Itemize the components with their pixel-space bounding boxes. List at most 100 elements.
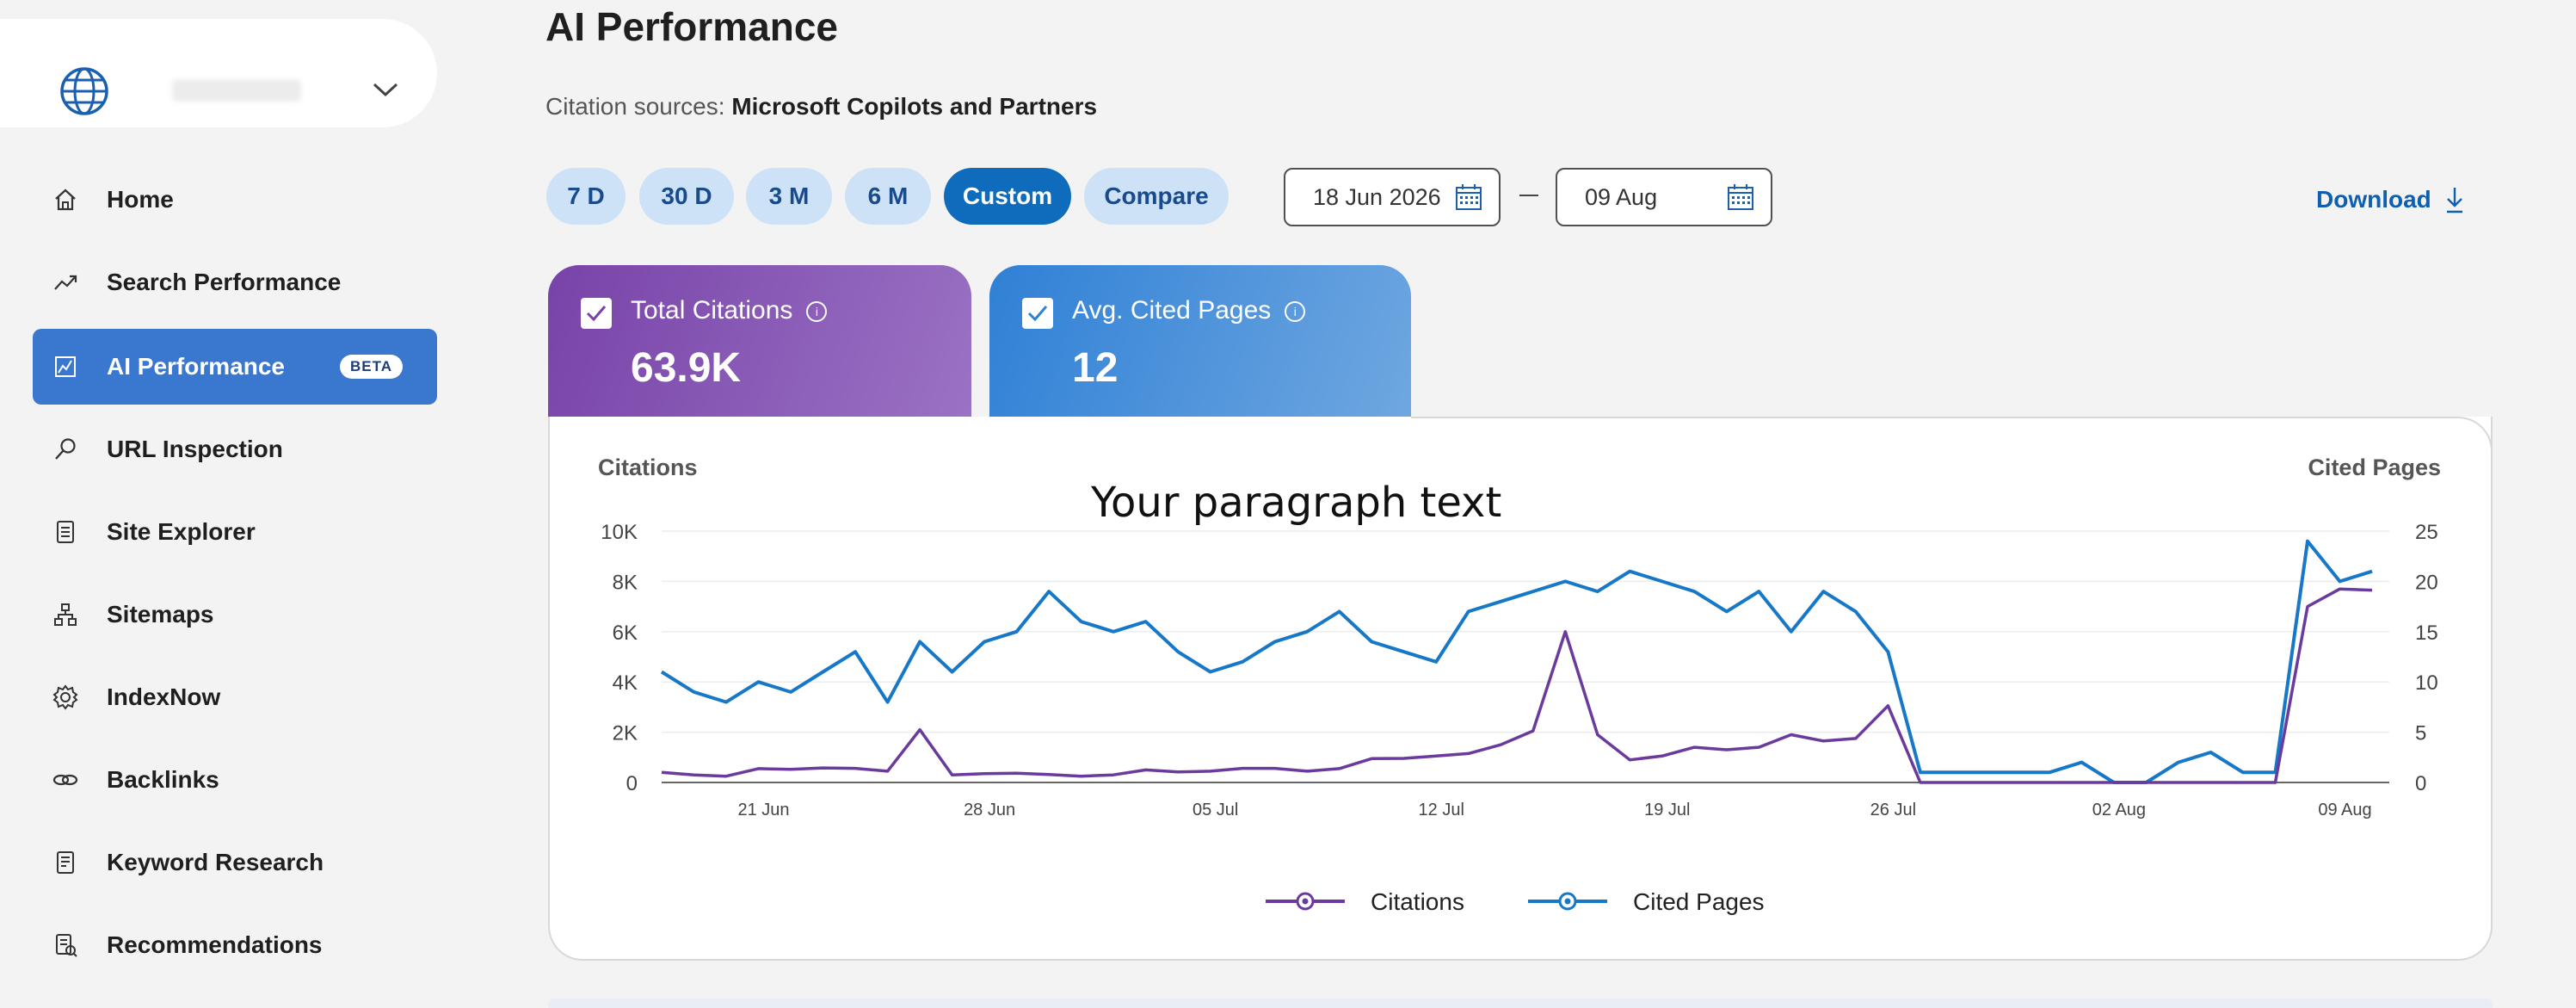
cited-pages-series-line — [660, 539, 2373, 784]
sidebar-item-indexnow[interactable]: IndexNow — [33, 659, 437, 735]
sidebar-item-label: Recommendations — [107, 931, 323, 958]
left-tick-label: 10K — [601, 521, 638, 544]
x-tick-label: 09 Aug — [2318, 801, 2371, 819]
end-date-value: 09 Aug — [1585, 183, 1658, 210]
range-3m-button[interactable]: 3 M — [746, 168, 832, 225]
right-axis-title: Cited Pages — [2308, 455, 2441, 480]
range-custom-button[interactable]: Custom — [944, 168, 1071, 225]
sidebar-item-label: Backlinks — [107, 766, 219, 793]
total-citations-card[interactable]: Total Citations i 63.9K — [548, 265, 971, 417]
checkmark-icon — [586, 306, 607, 322]
search-icon — [52, 436, 79, 463]
sidebar-item-label: Site Explorer — [107, 518, 256, 545]
sidebar-item-ai-performance[interactable]: AI Performance BETA — [33, 329, 437, 405]
total-citations-checkbox[interactable] — [581, 298, 612, 329]
overlay-paragraph-text: Your paragraph text — [1091, 479, 1502, 527]
end-date-field[interactable]: 09 Aug — [1556, 168, 1772, 226]
gear-icon — [52, 683, 79, 711]
range-7d-button[interactable]: 7 D — [546, 168, 626, 225]
range-6m-button[interactable]: 6 M — [845, 168, 931, 225]
avg-cited-pages-checkbox[interactable] — [1022, 298, 1053, 329]
checkmark-icon — [1027, 306, 1048, 322]
citations-legend-dot — [1302, 898, 1309, 905]
sidebar-item-label: Keyword Research — [107, 849, 324, 875]
total-citations-label: Total Citations i — [631, 296, 828, 325]
right-tick-label: 10 — [2415, 671, 2438, 695]
x-tick-label: 21 Jun — [737, 801, 789, 819]
sidebar-item-site-explorer[interactable]: Site Explorer — [33, 494, 437, 570]
sidebar-item-label: Sitemaps — [107, 601, 214, 628]
x-tick-label: 28 Jun — [964, 801, 1015, 819]
download-label: Download — [2316, 186, 2431, 213]
metric-label: Total Citations — [631, 296, 793, 325]
left-axis-title: Citations — [598, 455, 698, 480]
sidebar-item-label: AI Performance — [107, 353, 285, 380]
sitemap-icon — [52, 601, 79, 628]
cited-pages-legend-label: Cited Pages — [1633, 888, 1765, 915]
site-picker[interactable] — [0, 19, 437, 127]
left-tick-label: 4K — [613, 671, 638, 695]
sidebar-item-sitemaps[interactable]: Sitemaps — [33, 577, 437, 652]
left-tick-label: 0 — [626, 772, 638, 795]
download-icon — [2446, 188, 2462, 213]
sidebar-item-recommendations[interactable]: Recommendations — [33, 907, 437, 983]
date-separator — [1519, 195, 1538, 196]
download-button[interactable]: Download — [2316, 185, 2466, 214]
sidebar-item-backlinks[interactable]: Backlinks — [33, 742, 437, 818]
citation-sources-value: Microsoft Copilots and Partners — [731, 93, 1098, 120]
right-tick-label: 5 — [2415, 722, 2426, 745]
performance-chart: Citations Cited Pages 10K 25 8K 20 6K 15 4K 10 2K 5… — [598, 455, 2441, 915]
next-section-edge — [548, 999, 2493, 1008]
total-citations-value: 63.9K — [631, 345, 742, 391]
globe-icon — [60, 67, 108, 115]
citations-series-line — [661, 587, 2373, 784]
citations-legend-label: Citations — [1371, 888, 1464, 915]
chart-panel — [548, 417, 2493, 961]
home-icon — [52, 186, 79, 213]
x-tick-label: 12 Jul — [1419, 801, 1464, 819]
metric-label: Avg. Cited Pages — [1072, 296, 1272, 325]
sidebar-item-label: IndexNow — [107, 683, 221, 710]
ai-chart-icon — [52, 353, 79, 380]
sidebar-item-search-performance[interactable]: Search Performance — [33, 244, 437, 320]
avg-cited-pages-value: 12 — [1072, 345, 1119, 391]
sidebar-item-label: Home — [107, 186, 174, 213]
start-date-field[interactable]: 18 Jun 2026 — [1284, 168, 1501, 226]
chevron-down-icon[interactable] — [372, 81, 399, 98]
compare-button[interactable]: Compare — [1084, 168, 1229, 225]
x-tick-label: 26 Jul — [1870, 801, 1916, 819]
avg-cited-pages-label: Avg. Cited Pages i — [1072, 296, 1306, 325]
right-tick-label: 0 — [2415, 772, 2426, 795]
chart-panel-top — [1411, 417, 2493, 451]
right-tick-label: 15 — [2415, 621, 2438, 645]
citation-sources-label: Citation sources: — [545, 93, 725, 120]
sidebar-item-keyword-research[interactable]: Keyword Research — [33, 825, 437, 900]
citation-sources: Citation sources: Microsoft Copilots and… — [545, 93, 1097, 121]
left-tick-label: 8K — [613, 571, 638, 594]
site-name-redacted — [172, 79, 301, 102]
sidebar-item-home[interactable]: Home — [33, 162, 437, 238]
info-icon[interactable]: i — [1285, 301, 1306, 323]
right-tick-label: 25 — [2415, 521, 2438, 544]
x-tick-label: 05 Jul — [1192, 801, 1238, 819]
info-icon[interactable]: i — [806, 301, 828, 323]
page-title: AI Performance — [545, 4, 839, 49]
keyword-icon — [52, 849, 79, 876]
range-30d-button[interactable]: 30 D — [639, 168, 734, 225]
left-tick-label: 6K — [613, 621, 638, 645]
calendar-icon[interactable] — [1726, 182, 1755, 212]
cited-pages-legend-dot — [1564, 898, 1571, 905]
link-icon — [52, 766, 79, 794]
left-tick-label: 2K — [613, 722, 638, 745]
beta-badge: BETA — [339, 355, 403, 379]
recommendations-icon — [52, 931, 79, 959]
sidebar-item-url-inspection[interactable]: URL Inspection — [33, 411, 437, 487]
avg-cited-pages-card[interactable]: Avg. Cited Pages i 12 — [989, 265, 1411, 417]
sidebar-item-label: Search Performance — [107, 269, 342, 295]
calendar-icon[interactable] — [1454, 182, 1483, 212]
start-date-value: 18 Jun 2026 — [1313, 183, 1441, 210]
x-tick-label: 02 Aug — [2092, 801, 2146, 819]
site-explorer-icon — [52, 518, 79, 546]
trend-icon — [52, 269, 79, 296]
sidebar-item-label: URL Inspection — [107, 436, 283, 462]
